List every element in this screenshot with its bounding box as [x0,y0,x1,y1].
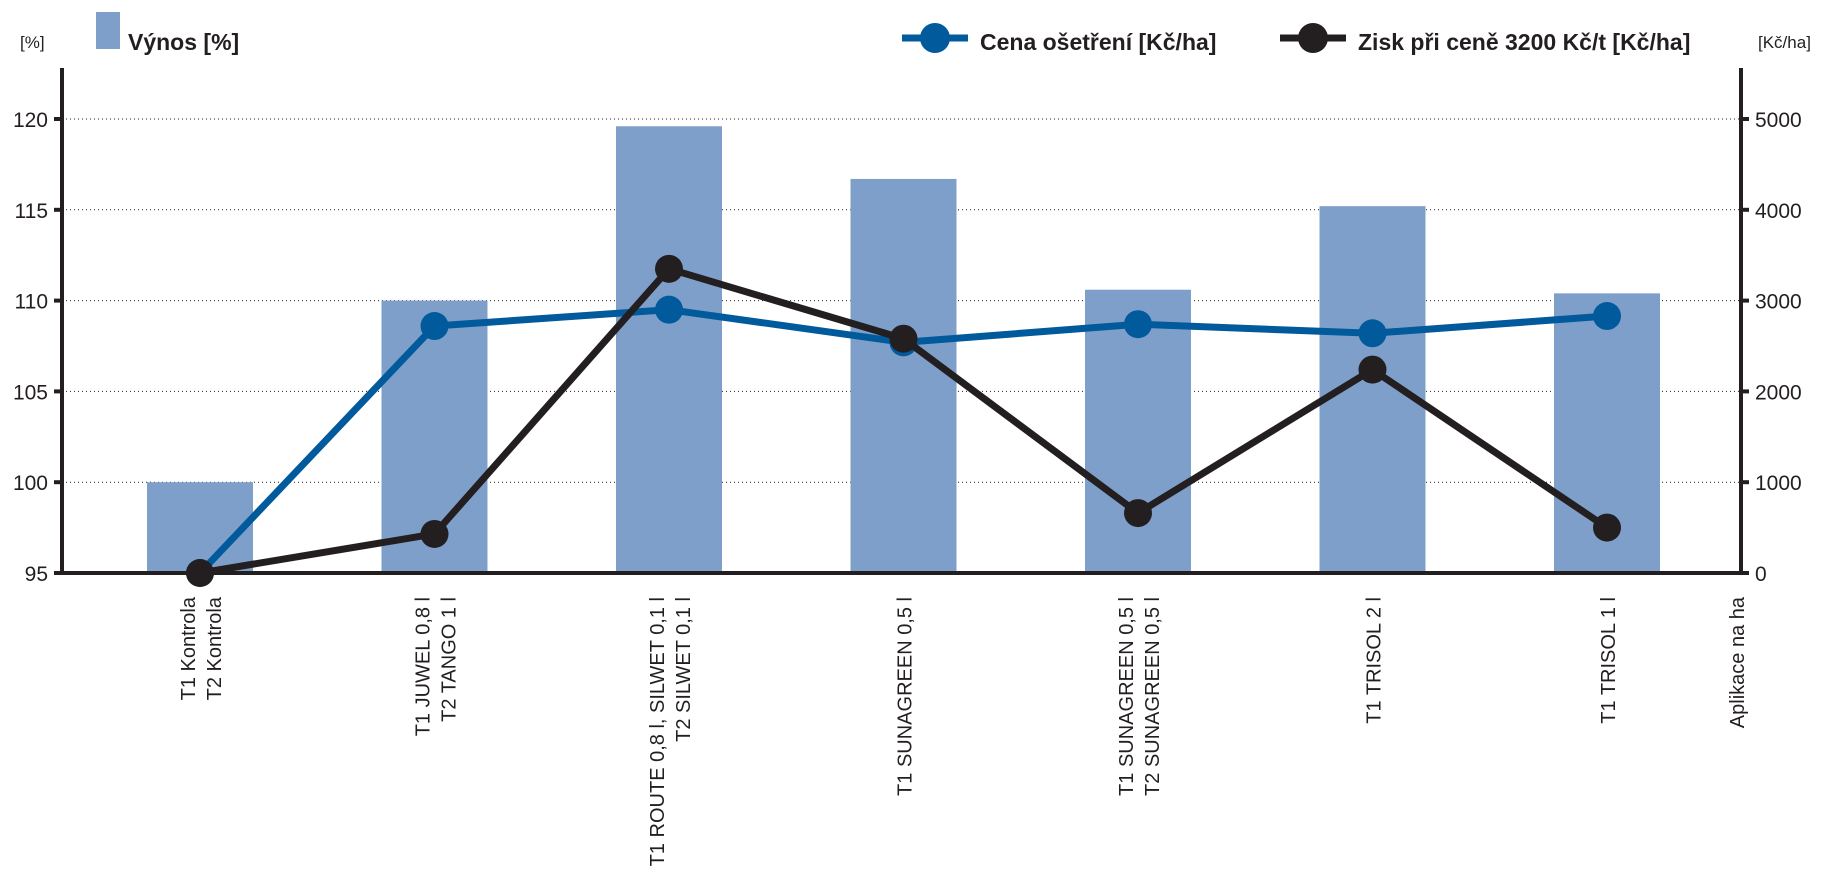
category-label: T1 Kontrola [178,596,200,700]
right-tick-label: 3000 [1755,291,1802,314]
category-label: T1 TRISOL 2 l [1364,597,1386,724]
legend-layer: Výnos [%] Cena ošetření [Kč/ha] Zisk při c… [96,12,1690,55]
category-label: T1 ROUTE 0,8 l, SILWET 0,1 l [647,597,669,866]
right-tick-label: 2000 [1755,381,1802,404]
left-tick-label: 110 [15,291,48,314]
x-axis-end-label: Aplikace na ha [1727,596,1749,728]
point-cena [1593,302,1621,331]
category-label: T1 SUNAGREEN 0,5 l [895,597,917,796]
point-zisk [420,519,449,548]
legend-marker-zisk [1298,23,1328,53]
left-tick-label: 115 [15,200,48,223]
point-cena [1124,310,1152,339]
left-tick-label: 105 [13,381,48,404]
category-label: T2 SUNAGREEN 0,5 l [1142,597,1164,796]
bar-vynos [616,126,722,573]
axes-layer [54,68,1749,575]
point-zisk [1124,499,1152,528]
category-label: T2 SILWET 0,1 l [673,597,695,742]
bar-vynos [850,178,957,574]
legend-label-vynos: Výnos [%] [128,29,239,55]
category-label: T2 TANGO 1 l [439,597,461,722]
lines-layer [186,254,1621,587]
legend-swatch-vynos [96,12,120,49]
right-axis-unit: [Kč/ha] [1758,33,1811,52]
point-zisk [1593,513,1621,542]
legend-marker-cena [920,23,950,53]
legend-label-cena: Cena ošetření [Kč/ha] [980,29,1216,55]
category-label: T1 TRISOL 1 l [1598,597,1620,724]
point-zisk [655,254,683,283]
point-zisk [1358,355,1387,384]
category-label: T2 Kontrola [204,596,226,700]
point-cena [655,295,683,324]
right-tick-label: 1000 [1755,472,1802,495]
left-tick-label: 100 [13,472,48,495]
category-label: T1 JUWEL 0,8 l [413,597,435,736]
left-tick-label: 95 [25,563,48,586]
legend-label-zisk: Zisk při ceně 3200 Kč/t [Kč/ha] [1358,29,1690,55]
left-tick-label: 120 [13,109,48,132]
point-cena [420,312,449,341]
labels-layer: 95 100 105 110 115 120 0 1000 2000 3000 4000 5000 [%… [13,33,1811,866]
right-tick-label: 4000 [1755,200,1802,223]
right-tick-label: 5000 [1755,109,1802,132]
category-label: T1 SUNAGREEN 0,5 l [1116,597,1138,796]
right-tick-label: 0 [1755,563,1767,586]
left-axis-unit: [%] [20,33,45,52]
bar-vynos [147,482,253,573]
point-cena [1358,319,1387,348]
point-zisk [889,324,918,353]
